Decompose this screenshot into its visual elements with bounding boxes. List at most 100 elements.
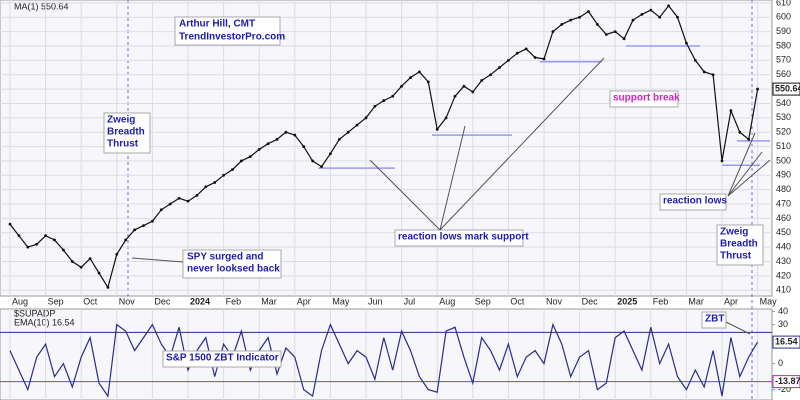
x-tick-label: 2025 [617,296,637,306]
data-point [640,12,644,16]
data-point [542,57,546,61]
data-point [115,252,119,256]
data-point [151,219,154,223]
arrow [727,151,763,197]
data-point [453,94,457,98]
y-tick-label: 430 [776,256,791,266]
data-point [88,257,92,261]
data-point [186,199,190,203]
level-label-box [772,375,800,389]
indicator-legend: $SUPADP [14,308,55,318]
data-point [498,66,501,69]
data-point [204,185,208,189]
y-tick-label: 440 [776,242,791,252]
y-tick-label: 600 [776,12,791,22]
data-point [17,234,21,238]
data-point [222,173,226,177]
y-tick-label: 40 [778,306,788,316]
level-label: -13.87 [775,376,800,386]
data-point [26,245,30,249]
data-point [355,123,359,127]
y-tick-label: 490 [776,170,791,180]
y-tick-label: 420 [776,270,791,280]
annotation-box [394,229,524,247]
data-point [106,285,110,289]
x-tick-label: Dec [582,296,599,306]
data-point [702,70,706,74]
data-point [159,208,163,212]
data-point [177,196,181,200]
y-tick-label: 580 [776,40,791,50]
data-point [44,234,47,238]
x-tick-label: Jul [404,296,416,306]
x-tick-label: Dec [154,296,171,306]
data-point [124,238,128,242]
y-tick-label: 30 [778,319,788,329]
annotation-box [182,249,282,279]
x-tick-label: Feb [653,296,669,306]
data-point [693,58,697,62]
data-point [596,23,599,26]
break-note: support break [613,93,680,104]
data-point [409,76,412,79]
data-point [195,194,199,197]
indicator-panel [0,308,773,400]
zbt-label: Thrust [720,251,752,262]
data-point [720,159,724,163]
data-point [667,4,670,8]
y-tick-label: 470 [776,198,791,208]
arrow [369,159,441,231]
data-point [747,137,751,141]
data-point [524,47,528,51]
ema-legend: EMA(10) 16.54 [14,317,75,327]
data-point [373,104,377,108]
data-point [240,159,243,163]
data-point [284,130,288,134]
y-tick-label: 570 [776,55,791,65]
data-point [311,159,314,163]
x-tick-label: Sep [475,296,491,306]
data-point [515,51,519,55]
data-point [337,137,341,141]
y-tick-label: 540 [776,98,791,108]
annotation-box [701,311,727,329]
x-tick-label: Mar [688,296,704,306]
data-point [248,155,252,159]
data-point [320,165,323,169]
data-point [364,116,368,120]
x-tick-label: Mar [261,296,277,306]
zbt-label: Breadth [720,239,758,250]
data-point [62,248,65,252]
annotation-box [659,193,727,211]
arrow [727,132,756,197]
data-point [578,15,581,19]
y-tick-label: 610 [776,0,791,7]
data-point [133,228,137,232]
y-tick-label: 460 [776,213,791,223]
data-point [480,79,484,82]
y-tick-label: 520 [776,127,791,137]
data-point [569,18,573,22]
y-tick-label: -20 [778,384,791,394]
data-point [302,145,306,148]
y-tick-label: 0 [778,358,783,368]
data-point [444,116,448,120]
data-point [79,265,83,269]
data-line [9,322,759,398]
data-point [70,260,74,263]
annotation-box [162,350,282,368]
x-tick-label: Nov [119,296,136,306]
data-point [729,109,733,113]
data-point [391,94,395,98]
data-point [266,142,270,146]
arrow [439,125,466,231]
last-indicator-label: 16.54 [775,336,798,346]
x-tick-label: May [332,296,350,306]
y-tick-label: 510 [776,141,791,151]
annotation-box [609,90,679,108]
zbt-label: Zweig [107,115,135,126]
data-point [631,18,635,22]
support-note: reaction lows mark support [398,232,529,243]
